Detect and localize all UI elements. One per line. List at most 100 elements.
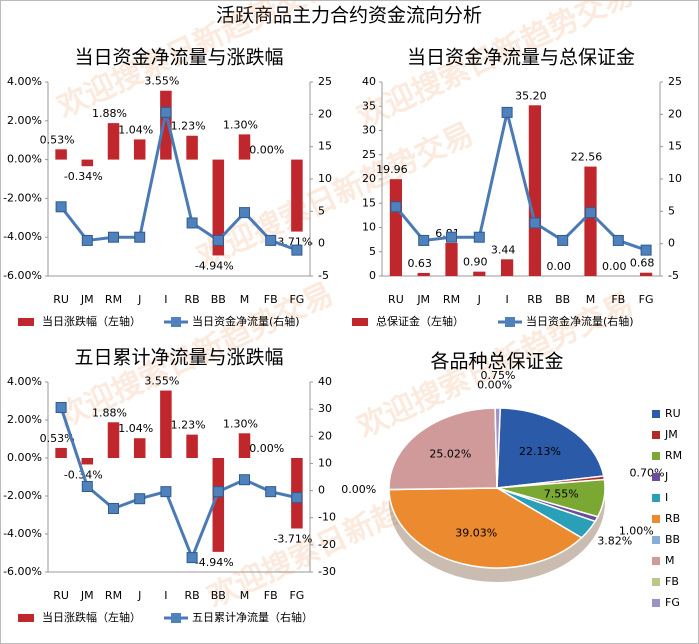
bar (55, 149, 67, 160)
bar (238, 134, 251, 160)
legend-swatch (652, 515, 660, 523)
y-tick-label: 25 (362, 148, 376, 161)
y-tick-label: 10 (362, 221, 376, 234)
main-title: 活跃商品主力合约资金流向分析 (216, 5, 482, 27)
y-tick-label: 20 (362, 172, 376, 185)
marker (108, 502, 119, 514)
legend-label: FG (665, 596, 680, 609)
line (59, 112, 298, 252)
marker (557, 234, 569, 246)
legend-label: BB (665, 533, 680, 546)
legend-label: RB (665, 512, 680, 525)
legend-label: 当日资金净流量(右轴) (192, 314, 300, 328)
x-tick-label: FG (639, 293, 654, 306)
legend-swatch (652, 410, 660, 418)
y-tick-label: 40 (362, 75, 376, 88)
legend-swatch (652, 494, 660, 502)
x-tick-label: JM (80, 589, 94, 602)
marker (501, 106, 513, 118)
data-label: 3.55% (144, 375, 179, 388)
data-label: 0.00% (341, 483, 376, 496)
data-label: 1.88% (92, 107, 127, 120)
y-tick-label: -6.00% (3, 565, 42, 578)
marker (239, 474, 250, 486)
bar (238, 433, 251, 458)
marker (134, 493, 146, 505)
data-label: 35.20 (515, 89, 547, 102)
data-label: 0.00 (546, 260, 571, 273)
data-label: 0.00% (249, 442, 284, 455)
x-tick-label: FB (611, 293, 625, 306)
legend-label: 当日资金净流量(右轴) (526, 314, 634, 328)
marker (186, 552, 198, 564)
y-tick-label: 0.00% (7, 153, 42, 166)
x-tick-label: RB (184, 293, 199, 306)
legend-label: J (664, 470, 668, 483)
marker (265, 234, 277, 246)
data-label: 0.90 (463, 256, 488, 269)
marker (212, 486, 224, 498)
data-label: 1.04% (118, 123, 153, 136)
x-tick-label: J (137, 293, 141, 306)
data-label: 39.03% (455, 526, 497, 539)
y-tick-label: 5 (369, 245, 376, 258)
data-label: -4.94% (195, 259, 234, 272)
y2-tick-label: 20 (318, 107, 332, 120)
bar (160, 390, 172, 458)
y2-tick-label: 0 (318, 237, 325, 250)
y-tick-label: -6.00% (3, 269, 42, 282)
legend-swatch (352, 318, 368, 326)
marker (446, 231, 457, 243)
y2-tick-label: -20 (318, 538, 336, 551)
x-tick-label: JM (80, 293, 94, 306)
chart-title: 当日资金净流量与涨跌幅 (74, 47, 283, 69)
data-label: 0.75% (480, 369, 515, 382)
bar (639, 272, 653, 276)
data-label: 3.55% (144, 75, 179, 88)
marker (239, 207, 250, 219)
y2-tick-label: 5 (668, 204, 675, 217)
legend-swatch (652, 557, 660, 565)
data-label: 0.00 (602, 260, 627, 273)
x-tick-label: JM (416, 293, 430, 306)
legend-label: RM (665, 449, 682, 462)
legend-label: 当日涨跌幅（左轴） (42, 610, 141, 624)
data-label: 3.44 (491, 243, 516, 256)
bar (473, 271, 486, 276)
data-label: 1.23% (171, 419, 206, 432)
y2-tick-label: 20 (318, 429, 332, 442)
y2-tick-label: 10 (318, 172, 332, 185)
y2-tick-label: 10 (318, 456, 332, 469)
x-tick-label: RM (105, 293, 122, 306)
y2-tick-label: 10 (668, 172, 682, 185)
x-tick-label: BB (211, 589, 226, 602)
y-tick-label: 0 (369, 269, 376, 282)
y2-tick-label: 0 (318, 484, 325, 497)
bar (417, 272, 430, 276)
marker (212, 234, 224, 246)
bar (81, 159, 94, 167)
legend-swatch (652, 473, 660, 481)
y2-tick-label: 15 (318, 140, 332, 153)
legend-label: 五日累计净流量（右轴） (192, 610, 313, 624)
data-label: -4.94% (195, 556, 234, 569)
data-label: 0.00% (249, 144, 284, 157)
bar (55, 447, 67, 458)
marker (529, 217, 541, 229)
line (394, 112, 647, 252)
bar (500, 259, 514, 276)
x-tick-label: FB (264, 589, 278, 602)
data-label: 1.04% (118, 422, 153, 435)
x-tick-label: RM (105, 589, 122, 602)
y-tick-label: 15 (362, 196, 376, 209)
x-tick-label: I (505, 293, 508, 306)
bar (160, 90, 172, 160)
data-label: -3.71% (273, 532, 312, 545)
y-tick-label: 2.00% (7, 413, 42, 426)
legend-label: I (665, 491, 668, 504)
data-label: 19.96 (376, 163, 408, 176)
pie-slice (388, 407, 498, 491)
x-tick-label: I (164, 293, 167, 306)
data-label: -0.34% (64, 170, 103, 183)
bar (528, 105, 542, 276)
